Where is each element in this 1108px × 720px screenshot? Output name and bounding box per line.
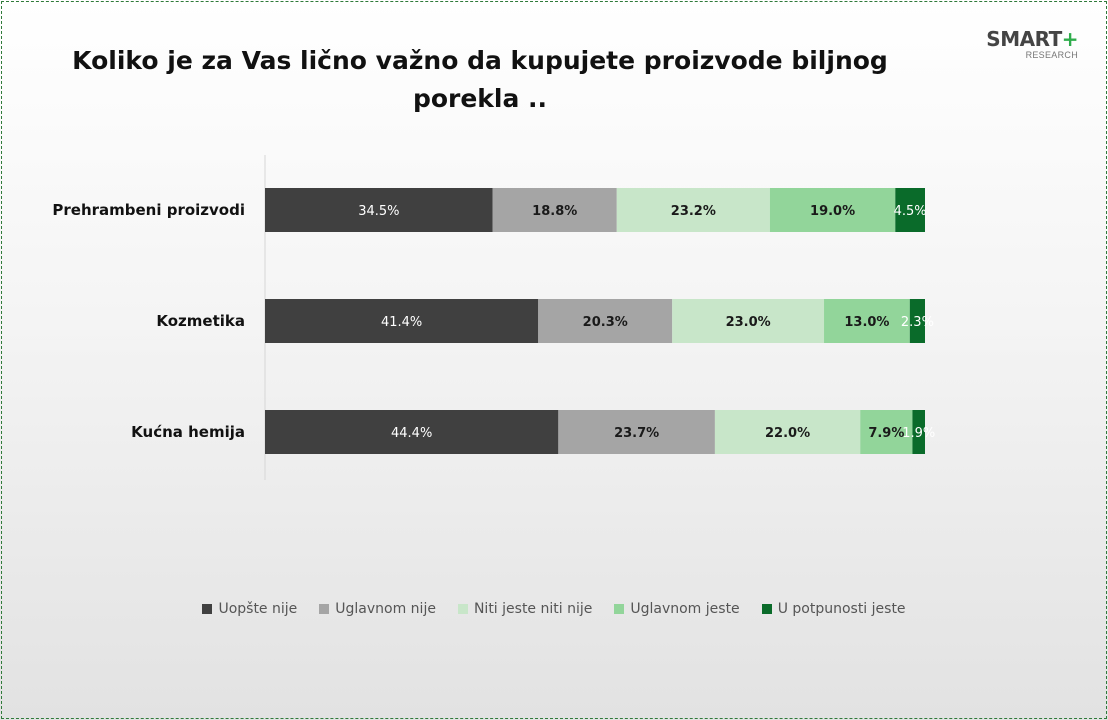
bar-kozmetika-uglavnom-jeste xyxy=(824,299,910,343)
legend-item-u-potpunosti-jeste: U potpunosti jeste xyxy=(761,601,906,617)
data-label-kozmetika-uglavnom-jeste: 13.0% xyxy=(844,315,889,330)
chart-legend: Uopšte nije Uglavnom nije Niti jeste niti … xyxy=(0,601,1108,617)
legend-label: Niti jeste niti nije xyxy=(473,601,593,617)
bar-kucna-hemija-uglavnom-jeste xyxy=(860,410,913,454)
category-label-prehrambeni-proizvodi: Prehrambeni proizvodi xyxy=(52,201,245,219)
bar-prehrambeni-proizvodi-uopste-nije xyxy=(265,188,493,232)
legend-item-uglavnom-nije: Uglavnom nije xyxy=(319,601,436,617)
data-label-kozmetika-niti-jeste-niti-nije: 23.0% xyxy=(726,315,771,330)
chart-title-line-1: Koliko je za Vas lično važno da kupujete… xyxy=(72,46,888,75)
bar-kozmetika-niti-jeste-niti-nije xyxy=(672,299,825,343)
category-label-kucna-hemija: Kućna hemija xyxy=(131,423,245,441)
bar-prehrambeni-proizvodi-uglavnom-jeste xyxy=(769,188,896,232)
bar-kozmetika-u-potpunosti-jeste xyxy=(909,299,925,343)
data-label-kozmetika-uglavnom-nije: 20.3% xyxy=(583,315,628,330)
bar-kucna-hemija-uopste-nije xyxy=(265,410,559,454)
bar-prehrambeni-proizvodi-uglavnom-nije xyxy=(492,188,617,232)
bar-prehrambeni-proizvodi-niti-jeste-niti-nije xyxy=(616,188,770,232)
data-label-kucna-hemija-uglavnom-jeste: 7.9% xyxy=(868,426,904,441)
data-label-prehrambeni-proizvodi-niti-jeste-niti-nije: 23.2% xyxy=(671,204,716,219)
data-label-prehrambeni-proizvodi-uglavnom-jeste: 19.0% xyxy=(810,204,855,219)
smart-research-logo: SMART+ RESEARCH xyxy=(986,28,1078,60)
logo-wordmark: SMART+ xyxy=(986,28,1078,50)
data-label-prehrambeni-proizvodi-uglavnom-nije: 18.8% xyxy=(532,204,577,219)
bar-kucna-hemija-u-potpunosti-jeste xyxy=(912,410,925,454)
legend-item-uglavnom-jeste: Uglavnom jeste xyxy=(614,601,740,617)
data-label-kozmetika-uopste-nije: 41.4% xyxy=(381,315,422,330)
logo-plus-icon: + xyxy=(1061,27,1079,51)
bar-kozmetika-uglavnom-nije xyxy=(538,299,673,343)
logo-name: SMART xyxy=(986,27,1062,51)
data-label-prehrambeni-proizvodi-uopste-nije: 34.5% xyxy=(358,204,399,219)
legend-label: Uglavnom jeste xyxy=(630,601,740,617)
bar-prehrambeni-proizvodi-u-potpunosti-jeste xyxy=(895,188,925,232)
logo-subtitle: RESEARCH xyxy=(1025,50,1078,60)
legend-swatch xyxy=(202,604,213,614)
legend-label: U potpunosti jeste xyxy=(777,601,906,617)
bar-kozmetika-uopste-nije xyxy=(265,299,539,343)
category-label-kozmetika: Kozmetika xyxy=(156,312,245,330)
chart-title: Koliko je za Vas lično važno da kupujete… xyxy=(60,42,900,118)
legend-swatch xyxy=(457,604,468,614)
legend-label: Uglavnom nije xyxy=(335,601,436,617)
data-label-prehrambeni-proizvodi-u-potpunosti-jeste: 4.5% xyxy=(894,204,927,219)
data-label-kucna-hemija-uopste-nije: 44.4% xyxy=(391,426,432,441)
legend-item-niti-jeste-niti-nije: Niti jeste niti nije xyxy=(457,601,593,617)
legend-swatch xyxy=(614,604,625,614)
legend-item-uopste-nije: Uopšte nije xyxy=(202,601,297,617)
data-label-kozmetika-u-potpunosti-jeste: 2.3% xyxy=(901,315,934,330)
data-label-kucna-hemija-niti-jeste-niti-nije: 22.0% xyxy=(765,426,810,441)
chart-title-line-2: porekla .. xyxy=(412,84,548,113)
data-label-kucna-hemija-uglavnom-nije: 23.7% xyxy=(614,426,659,441)
bar-kucna-hemija-niti-jeste-niti-nije xyxy=(714,410,861,454)
legend-swatch xyxy=(319,604,330,614)
data-label-kucna-hemija-u-potpunosti-jeste: 1.9% xyxy=(902,426,935,441)
bar-kucna-hemija-uglavnom-nije xyxy=(558,410,715,454)
legend-swatch xyxy=(761,604,772,614)
legend-label: Uopšte nije xyxy=(218,601,298,617)
